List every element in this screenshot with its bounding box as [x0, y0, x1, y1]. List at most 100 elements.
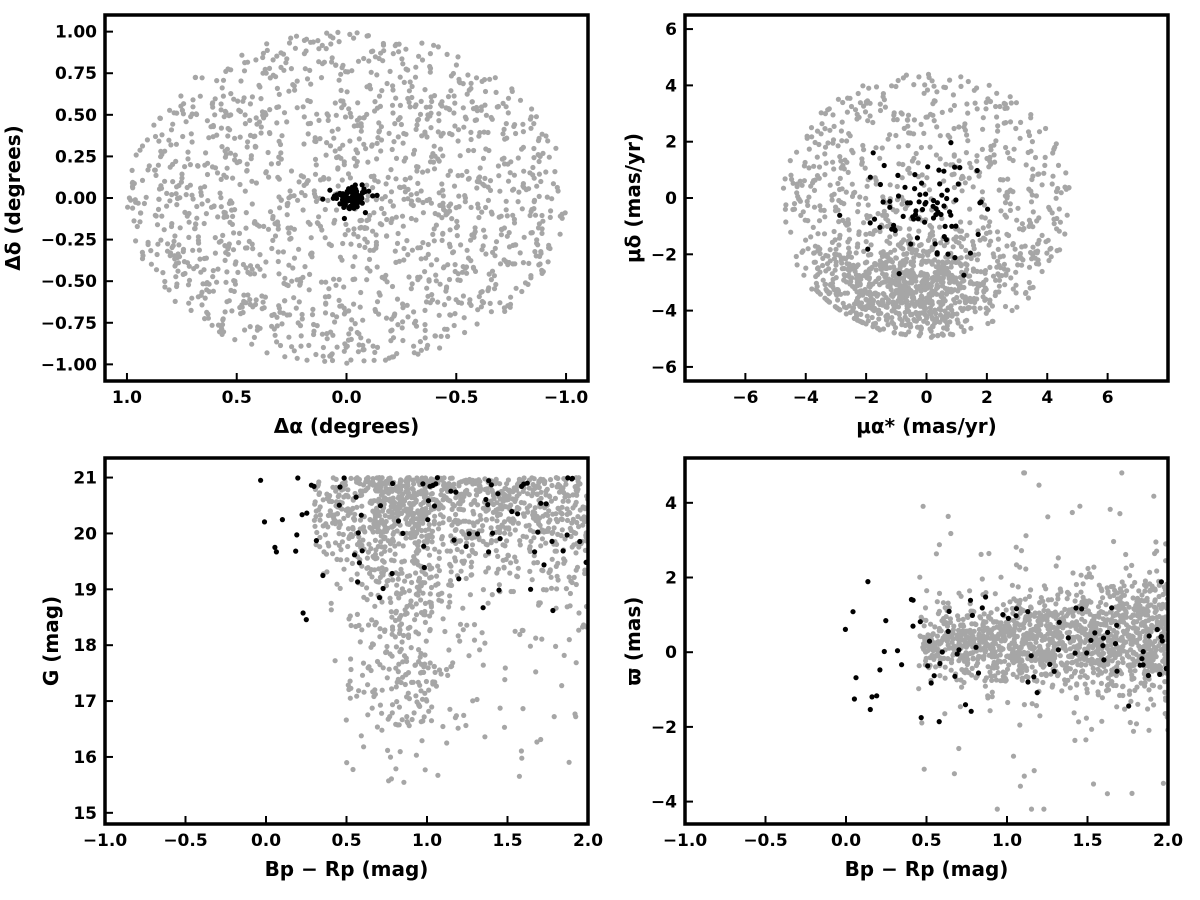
field-star-point — [515, 199, 521, 205]
field-star-point — [373, 620, 379, 626]
field-star-point — [511, 172, 517, 178]
field-star-point — [877, 258, 883, 264]
field-star-point — [899, 111, 905, 117]
field-star-point — [318, 75, 325, 81]
field-star-point — [164, 190, 170, 196]
field-star-point — [801, 272, 807, 278]
field-star-point — [1022, 243, 1028, 249]
field-star-point — [794, 190, 800, 196]
field-star-point — [190, 104, 196, 110]
field-star-point — [219, 326, 225, 332]
field-star-point — [881, 208, 887, 214]
field-star-point — [939, 263, 945, 269]
field-star-point — [170, 243, 176, 249]
field-star-point — [460, 293, 466, 299]
member-star-point — [359, 548, 365, 554]
field-star-point — [219, 322, 226, 328]
x-tick-label: 4 — [1041, 388, 1053, 408]
field-star-point — [877, 310, 883, 316]
field-star-point — [257, 266, 263, 272]
field-star-point — [437, 281, 443, 287]
field-star-point — [810, 180, 816, 186]
field-star-point — [857, 100, 864, 106]
member-star-point — [974, 167, 980, 174]
field-star-point — [316, 490, 323, 496]
field-star-point — [226, 200, 232, 206]
field-star-point — [202, 184, 208, 190]
field-star-point — [408, 531, 414, 537]
field-star-point — [356, 534, 362, 540]
field-star-point — [959, 307, 966, 314]
field-star-point — [503, 104, 509, 110]
field-star-point — [782, 176, 788, 182]
field-star-point — [822, 151, 828, 157]
field-star-point — [980, 126, 986, 132]
field-star-point — [189, 295, 195, 301]
field-star-point — [1019, 221, 1025, 227]
y-tick-label: 0 — [665, 189, 677, 209]
field-star-point — [175, 260, 182, 266]
field-star-point — [409, 281, 415, 287]
field-star-point — [215, 266, 221, 272]
field-star-point — [882, 265, 889, 271]
field-star-point — [424, 535, 430, 541]
field-star-point — [551, 525, 557, 531]
field-star-point — [474, 519, 481, 525]
field-star-point — [351, 226, 357, 232]
field-star-point — [517, 478, 524, 484]
field-star-point — [520, 121, 526, 127]
field-star-point — [365, 712, 371, 718]
field-star-point — [429, 609, 435, 615]
field-star-point — [492, 253, 498, 259]
member-star-point — [549, 538, 555, 545]
field-star-point — [838, 255, 844, 261]
member-star-point — [870, 150, 876, 156]
field-star-point — [853, 272, 860, 278]
field-star-point — [1013, 290, 1019, 296]
field-star-point — [293, 33, 300, 39]
field-star-point — [508, 502, 514, 508]
field-star-point — [243, 225, 249, 231]
field-star-point — [803, 237, 809, 243]
field-star-point — [831, 228, 837, 235]
field-star-point — [144, 137, 150, 143]
field-star-point — [918, 300, 924, 306]
field-star-point — [1013, 125, 1019, 132]
field-star-point — [833, 259, 839, 265]
field-star-point — [345, 526, 352, 532]
field-star-point — [501, 225, 507, 231]
field-star-point — [449, 216, 455, 222]
member-star-point — [400, 530, 406, 537]
field-star-point — [882, 104, 889, 110]
field-star-point — [991, 152, 997, 158]
field-star-point — [301, 114, 307, 120]
field-star-point — [898, 245, 904, 251]
field-star-point — [298, 333, 304, 339]
field-star-point — [528, 273, 534, 279]
field-star-point — [891, 291, 897, 297]
field-star-point — [834, 292, 840, 298]
field-star-point — [964, 232, 970, 238]
field-star-point — [348, 577, 354, 583]
field-star-point — [425, 665, 431, 671]
field-star-point — [331, 276, 337, 282]
field-star-point — [968, 325, 974, 331]
member-star-point — [300, 610, 306, 616]
field-star-point — [260, 54, 266, 61]
field-star-point — [326, 293, 332, 300]
field-star-point — [527, 643, 534, 649]
field-star-point — [913, 150, 919, 157]
field-star-point — [947, 331, 954, 337]
field-star-point — [204, 171, 211, 178]
field-star-point — [417, 339, 423, 345]
field-star-point — [971, 305, 977, 311]
field-star-point — [364, 239, 370, 245]
field-star-point — [559, 683, 565, 689]
field-star-point — [573, 550, 579, 556]
field-star-point — [880, 212, 886, 218]
field-star-point — [934, 285, 940, 291]
field-star-point — [472, 268, 479, 274]
member-star-point — [357, 193, 364, 199]
field-star-point — [141, 200, 147, 207]
field-star-point — [228, 150, 234, 156]
